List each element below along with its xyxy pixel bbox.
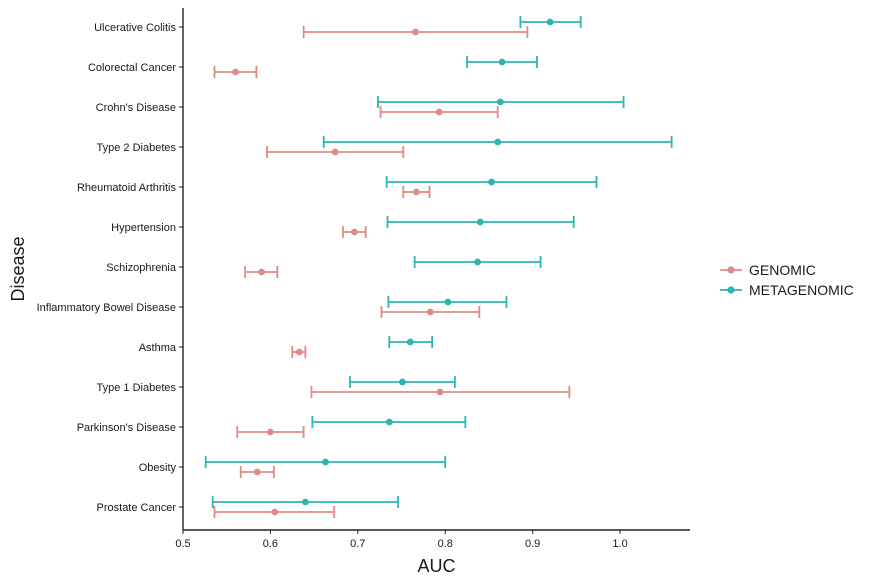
category-label-obesity: Obesity [139, 462, 177, 474]
x-axis-title: AUC [417, 556, 455, 576]
category-label-type-2-diabetes: Type 2 Diabetes [97, 142, 177, 154]
x-tick-label-0-6: 0.6 [263, 538, 278, 550]
x-tick-label-1-0: 1.0 [612, 538, 627, 550]
point-metagenomic-inflammatory-bowel-disease [444, 298, 452, 306]
category-label-hypertension: Hypertension [111, 222, 176, 234]
legend-item-metagenomic: METAGENOMIC [720, 282, 854, 298]
point-genomic-type-2-diabetes [331, 148, 339, 156]
point-metagenomic-type-1-diabetes [399, 378, 406, 386]
x-tick-label-0-9: 0.9 [525, 538, 540, 550]
point-genomic-colorectal-cancer [232, 68, 239, 76]
point-metagenomic-prostate-cancer [301, 498, 309, 506]
point-genomic-obesity [253, 468, 261, 476]
point-metagenomic-crohn-s-disease [496, 98, 504, 106]
point-genomic-inflammatory-bowel-disease [426, 308, 434, 316]
legend-marker-metagenomic [727, 286, 735, 294]
point-genomic-ulcerative-colitis [412, 28, 419, 36]
point-metagenomic-ulcerative-colitis [546, 18, 554, 26]
legend-label-genomic: GENOMIC [749, 262, 816, 278]
series-genomic [213, 26, 571, 518]
plot-area [204, 16, 673, 518]
point-genomic-prostate-cancer [271, 508, 279, 516]
point-metagenomic-obesity [322, 458, 329, 466]
category-label-rheumatoid-arthritis: Rheumatoid Arthritis [77, 182, 177, 194]
category-label-colorectal-cancer: Colorectal Cancer [88, 62, 176, 74]
point-genomic-schizophrenia [258, 268, 266, 276]
legend: GENOMIC METAGENOMIC [720, 262, 854, 298]
x-tick-label-0-7: 0.7 [350, 538, 365, 550]
point-genomic-parkinson-s-disease [267, 428, 274, 436]
point-genomic-crohn-s-disease [435, 108, 443, 116]
category-label-parkinson-s-disease: Parkinson's Disease [77, 422, 176, 434]
legend-label-metagenomic: METAGENOMIC [749, 282, 854, 298]
x-axis-ticks: 0.5 0.6 0.7 0.8 0.9 1.0 [175, 530, 628, 550]
series-metagenomic [204, 16, 673, 508]
point-metagenomic-type-2-diabetes [494, 138, 502, 146]
category-label-inflammatory-bowel-disease: Inflammatory Bowel Disease [37, 302, 176, 314]
point-genomic-type-1-diabetes [436, 388, 444, 396]
point-metagenomic-parkinson-s-disease [385, 418, 393, 426]
point-genomic-rheumatoid-arthritis [412, 188, 420, 196]
y-axis-title: Disease [8, 236, 28, 301]
category-label-schizophrenia: Schizophrenia [106, 262, 177, 274]
legend-marker-genomic [727, 266, 735, 274]
point-genomic-hypertension [350, 228, 358, 236]
point-metagenomic-colorectal-cancer [498, 58, 506, 66]
category-label-asthma: Asthma [139, 342, 177, 354]
category-label-crohn-s-disease: Crohn's Disease [96, 102, 176, 114]
category-label-type-1-diabetes: Type 1 Diabetes [97, 382, 177, 394]
x-tick-label-0-5: 0.5 [175, 538, 190, 550]
point-metagenomic-asthma [406, 338, 414, 346]
y-axis-ticks: Ulcerative Colitis Colorectal Cancer Crohn… [37, 22, 183, 514]
legend-item-genomic: GENOMIC [720, 262, 816, 278]
category-label-prostate-cancer: Prostate Cancer [97, 502, 177, 514]
x-tick-label-0-8: 0.8 [438, 538, 453, 550]
point-metagenomic-hypertension [476, 218, 484, 226]
point-genomic-asthma [295, 348, 303, 356]
category-label-ulcerative-colitis: Ulcerative Colitis [94, 22, 176, 34]
point-metagenomic-schizophrenia [474, 258, 481, 266]
point-metagenomic-rheumatoid-arthritis [488, 178, 495, 186]
